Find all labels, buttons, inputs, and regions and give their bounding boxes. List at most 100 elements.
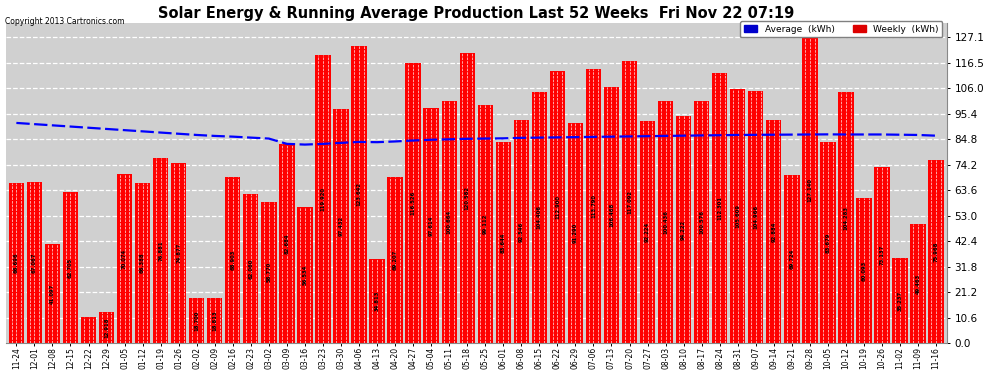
Text: 123.642: 123.642 <box>356 182 361 206</box>
Text: 49.463: 49.463 <box>916 273 921 294</box>
Text: 105.609: 105.609 <box>736 204 741 228</box>
Bar <box>81 317 96 343</box>
Bar <box>874 167 890 343</box>
Text: 41.097: 41.097 <box>50 284 54 304</box>
Text: 62.705: 62.705 <box>68 258 73 278</box>
Text: 92.224: 92.224 <box>645 222 650 242</box>
Bar <box>135 183 150 343</box>
Text: 99.112: 99.112 <box>483 214 488 234</box>
Bar <box>315 55 331 343</box>
Bar <box>712 73 728 343</box>
Text: 82.684: 82.684 <box>284 233 289 254</box>
Text: 104.966: 104.966 <box>753 205 758 229</box>
Text: 60.093: 60.093 <box>861 261 866 281</box>
Bar <box>676 116 691 343</box>
Bar <box>532 92 547 343</box>
Text: 113.790: 113.790 <box>591 194 596 218</box>
Bar <box>27 182 42 343</box>
Text: 119.920: 119.920 <box>321 187 326 211</box>
Legend: Average  (kWh), Weekly  (kWh): Average (kWh), Weekly (kWh) <box>741 21 942 38</box>
Text: 68.903: 68.903 <box>231 250 236 270</box>
Text: 62.060: 62.060 <box>248 258 253 279</box>
Text: 92.546: 92.546 <box>519 222 524 242</box>
Text: Copyright 2013 Cartronics.com: Copyright 2013 Cartronics.com <box>5 17 125 26</box>
Text: 66.388: 66.388 <box>141 253 146 273</box>
Bar <box>929 160 943 343</box>
Bar <box>442 101 456 343</box>
Text: 92.884: 92.884 <box>771 221 776 242</box>
Bar <box>640 121 655 343</box>
Text: 112.301: 112.301 <box>717 196 722 220</box>
Bar <box>406 63 421 343</box>
Bar <box>821 142 836 343</box>
Bar <box>856 198 871 343</box>
Text: 18.700: 18.700 <box>194 310 199 331</box>
Bar <box>892 258 908 343</box>
Text: 34.813: 34.813 <box>374 291 379 311</box>
Bar <box>334 109 348 343</box>
Bar <box>459 53 475 343</box>
Bar <box>244 194 258 343</box>
Text: 104.406: 104.406 <box>537 206 542 230</box>
Bar <box>694 101 709 343</box>
Bar <box>568 123 583 343</box>
Bar <box>279 144 295 343</box>
Bar <box>586 69 601 343</box>
Text: 73.137: 73.137 <box>879 245 884 265</box>
Bar <box>189 298 204 343</box>
Bar <box>514 120 529 343</box>
Bar <box>424 108 439 343</box>
Text: 74.877: 74.877 <box>176 243 181 263</box>
Text: 94.222: 94.222 <box>681 220 686 240</box>
Bar <box>622 62 638 343</box>
Bar <box>351 46 366 343</box>
Text: 66.696: 66.696 <box>14 252 19 273</box>
Text: 76.881: 76.881 <box>158 240 163 261</box>
Bar <box>748 90 763 343</box>
Bar <box>911 224 926 343</box>
Bar <box>369 259 385 343</box>
Text: 104.283: 104.283 <box>843 206 848 230</box>
Bar <box>549 72 565 343</box>
Text: 70.074: 70.074 <box>122 249 127 269</box>
Text: 91.290: 91.290 <box>573 223 578 243</box>
Text: 97.614: 97.614 <box>429 216 434 236</box>
Bar <box>730 89 745 343</box>
Text: 127.140: 127.140 <box>808 178 813 202</box>
Bar <box>225 177 241 343</box>
Bar <box>261 202 276 343</box>
Text: 100.436: 100.436 <box>663 210 668 234</box>
Text: 69.724: 69.724 <box>789 249 794 269</box>
Text: 69.207: 69.207 <box>393 250 398 270</box>
Bar <box>766 120 781 343</box>
Text: 67.067: 67.067 <box>32 252 37 273</box>
Bar <box>297 207 313 343</box>
Text: 97.432: 97.432 <box>339 216 344 236</box>
Text: 83.644: 83.644 <box>501 232 506 253</box>
Bar <box>604 87 619 343</box>
Text: 56.534: 56.534 <box>302 265 308 285</box>
Bar <box>207 298 223 343</box>
Text: 120.582: 120.582 <box>464 186 469 210</box>
Bar <box>387 177 403 343</box>
Bar <box>658 102 673 343</box>
Bar <box>9 183 24 343</box>
Bar <box>496 142 511 343</box>
Text: 58.770: 58.770 <box>266 262 271 282</box>
Text: 100.664: 100.664 <box>446 210 451 234</box>
Bar <box>802 37 818 343</box>
Text: 100.576: 100.576 <box>699 210 704 234</box>
Bar <box>99 312 114 343</box>
Text: 106.468: 106.468 <box>609 203 614 227</box>
Bar <box>117 174 133 343</box>
Text: 116.526: 116.526 <box>411 191 416 215</box>
Bar <box>62 192 78 343</box>
Bar <box>477 105 493 343</box>
Text: 18.813: 18.813 <box>212 310 217 331</box>
Title: Solar Energy & Running Average Production Last 52 Weeks  Fri Nov 22 07:19: Solar Energy & Running Average Productio… <box>158 6 794 21</box>
Bar <box>153 158 168 343</box>
Text: 117.092: 117.092 <box>627 190 632 214</box>
Bar <box>839 92 853 343</box>
Bar <box>171 163 186 343</box>
Bar <box>784 176 800 343</box>
